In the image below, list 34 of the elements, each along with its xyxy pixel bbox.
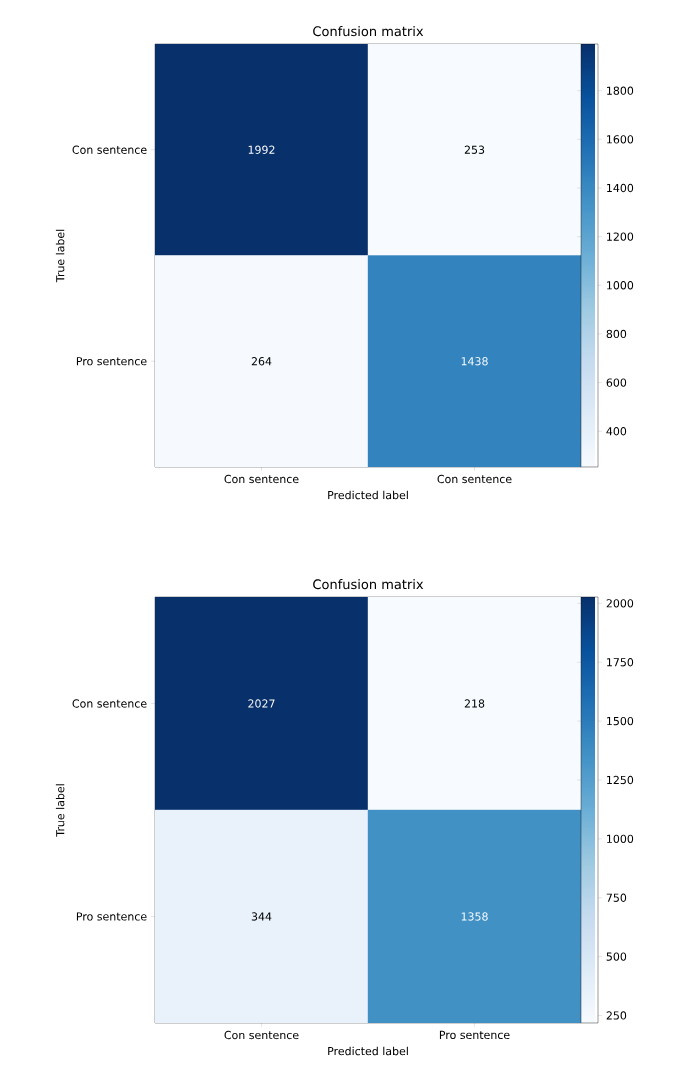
data-label: 344	[251, 912, 272, 921]
y-tick-label: Con sentence	[72, 145, 147, 154]
x-axis-title: Predicted label	[328, 1046, 408, 1056]
data-label: 218	[464, 699, 485, 708]
color-bar-label: 750	[606, 893, 627, 902]
color-bar-label: 1000	[607, 834, 634, 843]
color-bar-label: 1250	[607, 775, 634, 785]
color-bar-label: 1200	[607, 232, 634, 241]
y-tick-label: Con sentence	[72, 699, 147, 708]
data-label: 1992	[248, 145, 275, 154]
y-tick-label: Pro sentence	[76, 357, 147, 366]
data-label: 264	[251, 357, 272, 366]
color-bar-label: 1750	[607, 658, 634, 667]
data-label: 1358	[461, 912, 488, 921]
data-label: 253	[464, 145, 485, 154]
data-label: 1438	[461, 357, 488, 366]
color-bar-label: 1500	[607, 716, 634, 726]
color-bar-label: 800	[606, 329, 627, 339]
color-bar-label: 250	[606, 1011, 627, 1020]
y-axis-title: True label	[55, 229, 65, 283]
color-bar-label: 1000	[607, 281, 634, 290]
data-label: 2027	[248, 699, 275, 708]
color-bar-label: 1800	[607, 86, 634, 95]
color-bar-label: 600	[606, 378, 627, 387]
chart-title: Confusion matrix	[313, 26, 424, 37]
color-bar-label: 1600	[607, 135, 634, 144]
color-bar-label: 500	[606, 952, 627, 961]
y-axis-title: True label	[55, 784, 65, 837]
y-tick-label: Pro sentence	[76, 912, 147, 921]
x-axis-title: Predicted label	[328, 490, 408, 500]
color-bar-label: 2000	[606, 599, 634, 608]
chart-title: Confusion matrix	[313, 579, 424, 590]
color-bar-label: 1400	[607, 183, 634, 193]
color-bar-label: 400	[606, 427, 627, 436]
